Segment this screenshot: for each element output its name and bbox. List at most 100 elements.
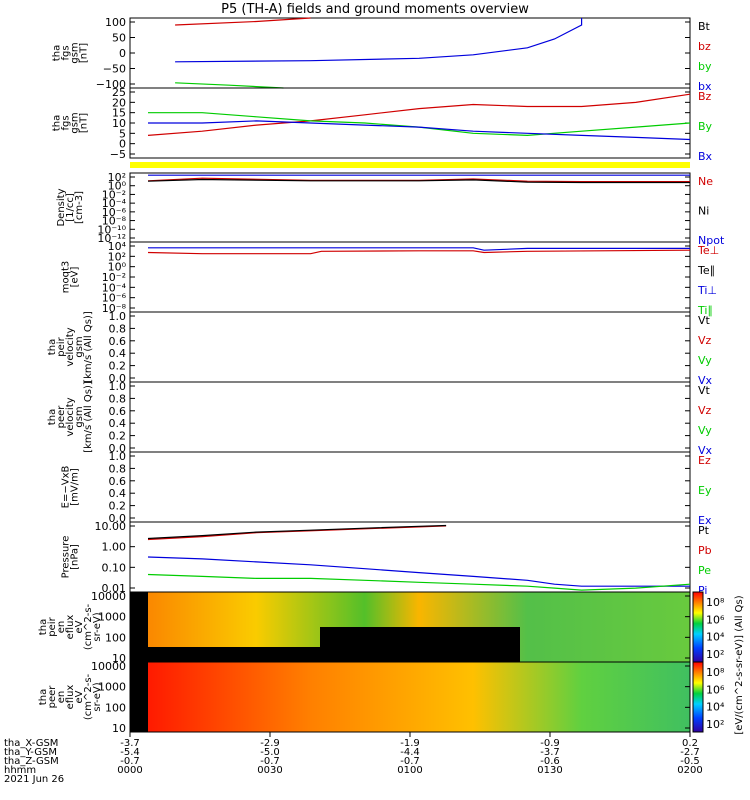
y-tick-label: 0 <box>119 47 126 60</box>
legend-entry: Ni <box>698 205 709 218</box>
panel-frame <box>129 172 691 243</box>
y-axis-label-line: tha <box>47 409 58 425</box>
y-tick-label: 100 <box>105 16 126 29</box>
panel-peer_vel: 1.00.80.60.40.20.0 thapeervelocitygsm[km/… <box>47 380 713 457</box>
y-tick-label: 15 <box>112 107 126 120</box>
footer-tick-value: -0.5 <box>680 756 700 767</box>
y-axis-label: E=−VxB[mV/m] <box>61 466 81 509</box>
y-axis-label-line: [mV/m] <box>70 468 81 506</box>
y-tick-label: 1.00 <box>102 541 127 554</box>
y-tick-label: 0.8 <box>109 462 127 475</box>
y-axis-label-line: eflux <box>65 685 76 710</box>
footer-row-label: tha_Z-GSM <box>4 756 59 767</box>
y-tick-label: 10⁻¹² <box>97 232 126 245</box>
footer-tick-value: -0.7 <box>260 756 280 767</box>
y-axis-label-line: en <box>56 691 67 704</box>
panel-frame <box>129 17 691 89</box>
y-tick-label: 10⁻² <box>102 188 126 201</box>
y-axis-label-line: peir <box>56 336 67 356</box>
y-tick-label: 0.4 <box>109 347 127 360</box>
footer-tick-value: 0000 <box>117 765 142 776</box>
panel-frame <box>129 241 691 313</box>
footer-tick-value: -5.0 <box>260 747 280 758</box>
y-tick-label: 1.0 <box>109 380 127 393</box>
y-axis-label-line: tha <box>38 619 49 635</box>
y-axis-label-line: (cm^2-s- <box>83 673 94 720</box>
legend-entry: by <box>698 60 712 73</box>
footer-tick-value: -4.4 <box>400 747 420 758</box>
y-tick-label: 10⁻⁶ <box>102 292 127 305</box>
y-axis-label-line: velocity <box>65 327 76 366</box>
legend-entry: Pt <box>698 524 710 537</box>
y-tick-label: 10000 <box>91 660 126 673</box>
y-axis-label-line: sr-eV) <box>92 612 103 641</box>
y-axis-label-line: eV <box>74 690 85 703</box>
series-bz-line <box>175 17 311 26</box>
footer-tick-value: -2.9 <box>260 738 280 749</box>
y-axis-label-line: [nT] <box>79 113 90 133</box>
y-tick-label: 0.2 <box>109 500 127 513</box>
y-tick-label: −50 <box>103 63 126 76</box>
colorbar-label-text: [eV/(cm^2-s-sr-eV)] (All Qs) <box>734 595 745 734</box>
y-tick-label: 10⁴ <box>108 240 127 253</box>
footer-tick-value: -0.6 <box>540 756 560 767</box>
colorbar-gradient <box>692 591 704 663</box>
panel-pressure: 10.00 1.00 0.10 0.01 Pressure[nPa] Pt Pb Pe Pi <box>61 520 712 597</box>
footer-row-label: tha_X-GSM <box>4 738 58 749</box>
y-tick-label: 0.4 <box>109 417 127 430</box>
series-By-line <box>148 112 691 137</box>
series-Ti-line <box>148 247 690 251</box>
legend-entry: bz <box>698 40 711 53</box>
series-Bx-line <box>148 120 691 141</box>
y-tick-label: 10⁻¹⁰ <box>97 223 126 236</box>
y-tick-label: 10⁻⁴ <box>102 197 127 210</box>
legend-entry: Bt <box>698 20 711 33</box>
y-tick-label: −5 <box>110 148 126 161</box>
y-tick-label: 100 <box>105 631 126 644</box>
y-tick-label: 1.0 <box>109 310 127 323</box>
y-tick-label: 25 <box>112 86 126 99</box>
series-Pe-line <box>147 573 691 591</box>
y-tick-label: 1.0 <box>109 450 127 463</box>
y-axis-label-line: velocity <box>65 397 76 436</box>
legend-entry: Pi <box>698 584 707 597</box>
footer-row-label: hhmm <box>4 765 36 776</box>
legend-entry: Pe <box>698 564 711 577</box>
spectrogram-dark-region <box>320 627 520 662</box>
legend-entry: Vz <box>698 404 712 417</box>
colorbar-tick-label: 10⁶ <box>706 683 725 696</box>
y-tick-label: 0.0 <box>109 372 127 385</box>
y-axis-label-line: [eV] <box>70 267 81 288</box>
y-tick-label: 10⁻⁴ <box>102 281 127 294</box>
series-by-line <box>175 82 284 89</box>
y-tick-label: 1000 <box>98 681 126 694</box>
legend-entry: Npot <box>698 234 725 247</box>
y-tick-label: 10 <box>112 117 126 130</box>
legend-entry: Ey <box>698 484 712 497</box>
y-axis-label-line: eflux <box>65 615 76 640</box>
y-axis-label: Pressure[nPa] <box>61 536 81 579</box>
y-tick-label: 0.0 <box>109 442 127 455</box>
y-axis-label-line: peir <box>47 616 58 636</box>
series-Te-line <box>147 249 691 255</box>
footer-tick-value: -2.7 <box>680 747 700 758</box>
y-axis-label-line: peer <box>47 685 58 709</box>
legend-entry: bx <box>698 80 712 93</box>
legend-entry: Vz <box>698 334 712 347</box>
legend-entry: Ti⊥ <box>697 284 717 297</box>
panel-peir_vel: 1.00.80.60.40.20.0 thapeirvelocitygsm[km/… <box>47 310 713 387</box>
y-axis-label-line: gsm <box>70 42 81 63</box>
colorbar: 10⁸ 10⁶ 10⁴ 10² <box>692 661 725 733</box>
panel-density: 10²10⁰10⁻²10⁻⁴10⁻⁶10⁻⁸10⁻¹⁰10⁻¹²Density[… <box>56 171 725 247</box>
footer-tick-value: -1.9 <box>400 738 420 749</box>
legend-entry: Te⊥ <box>697 244 719 257</box>
footer-row-label: 2021 Jun 26 <box>4 774 64 785</box>
footer-tick-value: 0100 <box>397 765 422 776</box>
footer-tick-value: 0030 <box>257 765 282 776</box>
series-Ni-line <box>147 178 690 184</box>
y-axis-label-line: fgs <box>61 45 72 60</box>
